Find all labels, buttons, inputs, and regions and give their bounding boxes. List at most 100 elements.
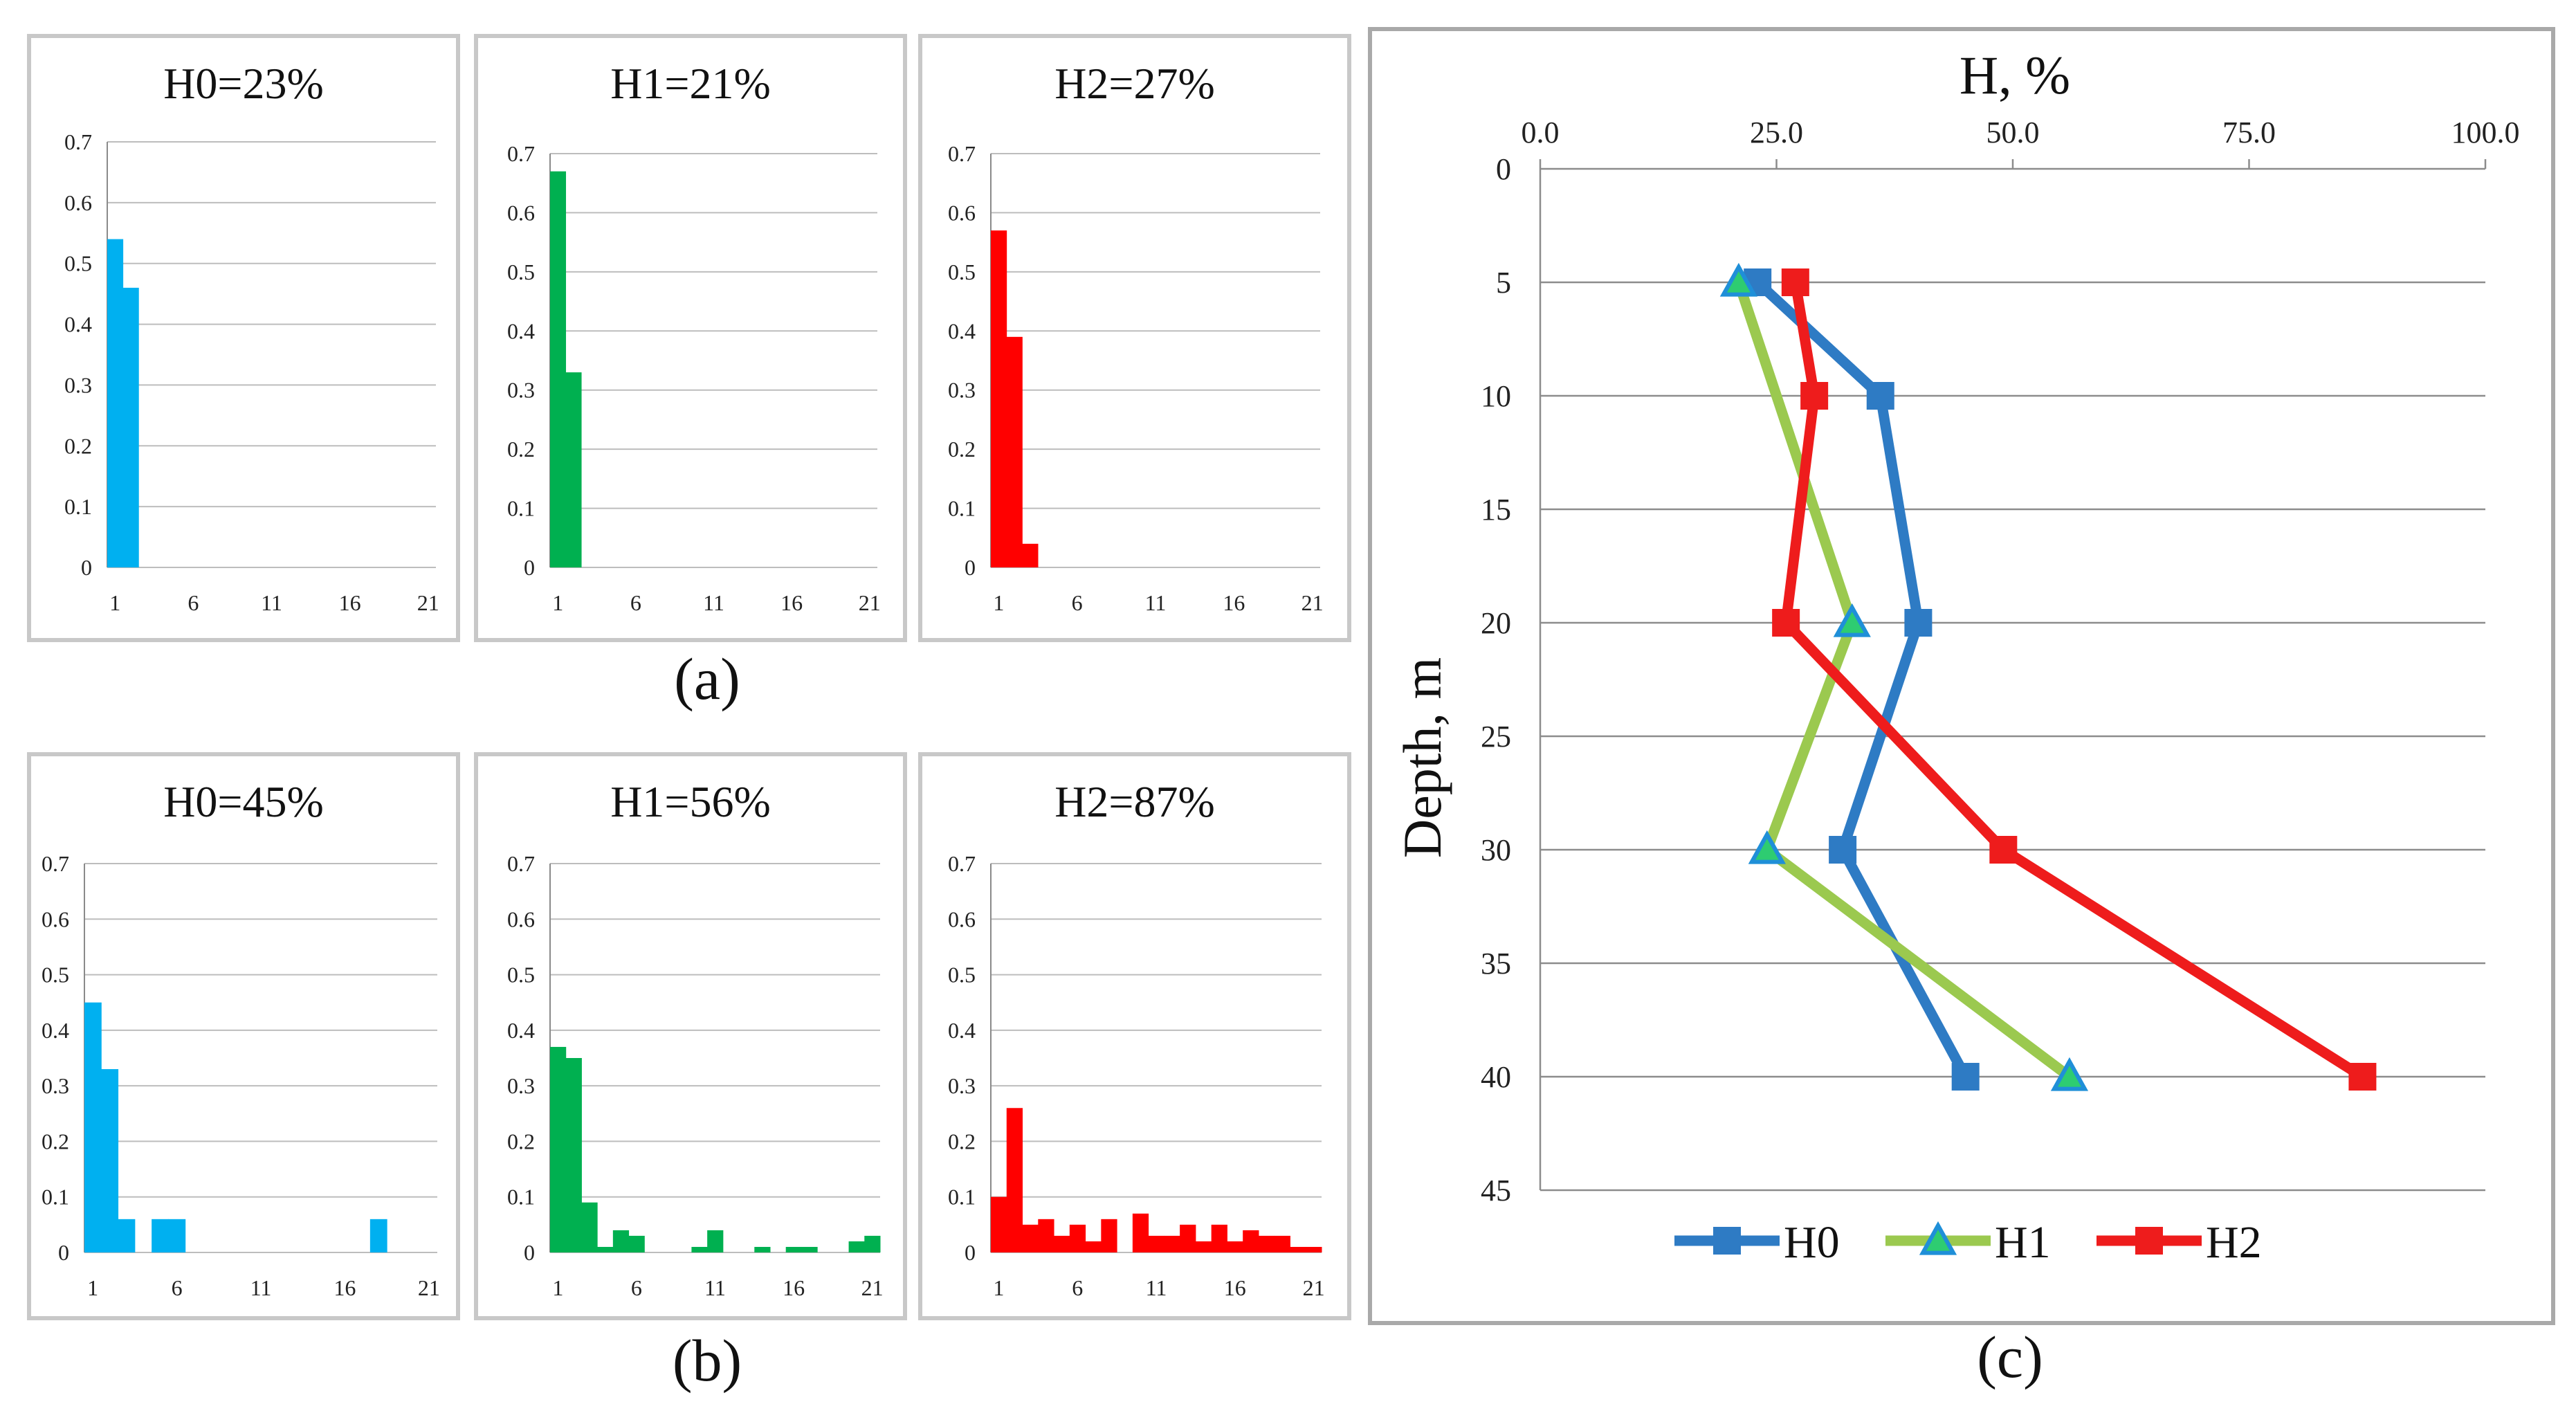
x-axis-title: H, % — [1960, 45, 2070, 105]
y-tick-label: 0.6 — [507, 906, 535, 931]
x-tick-label: 6 — [172, 1275, 183, 1300]
histogram-bar — [991, 230, 1007, 567]
data-point-H2 — [1800, 382, 1829, 410]
x-tick-label: 16 — [334, 1275, 356, 1300]
y-tick-label: 0.2 — [948, 437, 976, 462]
y-tick-label: 25 — [1481, 720, 1511, 754]
histogram-bar — [691, 1246, 708, 1252]
y-axis-title: Depth, m — [1392, 657, 1452, 858]
x-tick-label: 0.0 — [1522, 116, 1560, 149]
x-tick-label: 25.0 — [1750, 116, 1803, 149]
series-line-H1 — [1733, 277, 2075, 1082]
histogram-bar — [168, 1219, 186, 1252]
y-tick-label: 40 — [1481, 1060, 1511, 1094]
x-tick-label: 16 — [783, 1275, 805, 1300]
panel-label-a: (a) — [674, 646, 740, 712]
histogram-bar — [550, 171, 567, 568]
x-tick-label: 1 — [552, 590, 563, 615]
x-tick-label: 1 — [109, 590, 120, 615]
y-tick-label: 0.2 — [42, 1129, 69, 1154]
histogram-title: H0=45% — [163, 777, 324, 826]
x-tick-label: 1 — [993, 1275, 1004, 1300]
data-point-H0 — [1866, 382, 1894, 410]
y-tick-label: 0.1 — [507, 1185, 535, 1210]
histogram-a-2: H2=27%00.10.20.30.40.50.60.71 6 11 16 21 — [918, 34, 1351, 642]
histogram-bar — [1164, 1235, 1180, 1252]
y-tick-label: 0.5 — [507, 259, 535, 284]
data-point-H0 — [1951, 1063, 1980, 1091]
legend-marker — [1919, 1221, 1957, 1255]
histogram-bar — [1290, 1246, 1306, 1252]
y-tick-label: 0 — [524, 555, 535, 580]
x-tick-label: 75.0 — [2222, 116, 2276, 149]
histogram-bar — [1006, 336, 1023, 567]
histogram-bar — [785, 1246, 802, 1252]
y-tick-label: 0.1 — [507, 496, 535, 521]
x-tick-label: 21 — [859, 590, 881, 615]
histogram-bar — [565, 1058, 582, 1252]
y-tick-label: 0.5 — [948, 963, 976, 987]
legend-label: H1 — [1995, 1217, 2051, 1268]
histogram-bar — [107, 239, 124, 567]
x-tick-label: 11 — [250, 1275, 272, 1300]
y-tick-label: 0.6 — [64, 190, 92, 215]
depth-profile-panel: 0 5 10 15 20 25 30 35 40 45 0.0 25.0 50.0 75.0 100.0 H,… — [1368, 27, 2555, 1325]
histogram-bar — [1054, 1235, 1070, 1252]
data-point-H1 — [1748, 830, 1786, 864]
y-tick-label: 0.5 — [507, 963, 535, 987]
y-tick-label: 0.4 — [507, 1018, 535, 1043]
data-point-H2 — [1772, 609, 1800, 637]
line-chart-frame — [1368, 27, 2555, 1325]
histogram-bar — [1274, 1235, 1290, 1252]
y-tick-label: 0.3 — [64, 372, 92, 397]
x-tick-label: 21 — [417, 590, 439, 615]
y-tick-label: 0.6 — [42, 906, 69, 931]
x-tick-label: 16 — [1223, 590, 1245, 615]
x-tick-label: 11 — [1145, 590, 1167, 615]
y-tick-label: 0.1 — [948, 1185, 976, 1210]
histogram-bar — [1006, 1108, 1023, 1252]
histogram-bar — [848, 1241, 865, 1252]
histogram-bar — [1195, 1241, 1212, 1252]
y-tick-label: 35 — [1481, 947, 1511, 981]
y-tick-label: 0.4 — [64, 312, 92, 337]
x-tick-label: 50.0 — [1986, 116, 2040, 149]
y-tick-label: 0.3 — [507, 1073, 535, 1098]
legend-marker — [1713, 1227, 1741, 1255]
histogram-bar — [612, 1230, 630, 1252]
histogram-bar — [550, 1046, 567, 1252]
histogram-a-0: H0=23%00.10.20.30.40.50.60.71 6 11 16 21 — [27, 34, 460, 642]
panel-label-b: (b) — [673, 1327, 742, 1394]
y-tick-label: 0.6 — [507, 200, 535, 225]
histogram-bar — [1038, 1219, 1054, 1252]
y-tick-label: 0.7 — [42, 851, 69, 876]
histogram-bar — [1227, 1241, 1243, 1252]
series-H1 — [1719, 262, 2089, 1091]
histogram-bar — [1306, 1246, 1322, 1252]
data-point-H1 — [1833, 603, 1871, 637]
series-H2 — [1772, 268, 2377, 1091]
y-tick-label: 30 — [1481, 833, 1511, 867]
y-tick-label: 0.7 — [507, 851, 535, 876]
x-tick-label: 1 — [552, 1275, 563, 1300]
legend-item-H2: H2 — [2097, 1217, 2262, 1268]
y-tick-label: 15 — [1481, 493, 1511, 527]
x-tick-label: 1 — [87, 1275, 98, 1300]
y-tick-label: 0.3 — [948, 1073, 976, 1098]
histogram-bar — [864, 1235, 881, 1252]
histogram-frame — [474, 752, 907, 1320]
x-tick-label: 1 — [993, 590, 1004, 615]
y-tick-label: 0.7 — [507, 141, 535, 166]
histogram-title: H1=56% — [610, 777, 771, 826]
data-point-H1 — [1719, 262, 1757, 297]
data-point-H0 — [1829, 836, 1857, 864]
x-tick-label: 21 — [1303, 1275, 1325, 1300]
histogram-bar — [1211, 1224, 1227, 1252]
histogram-b-1: H1=56%00.10.20.30.40.50.60.71 6 11 16 21 — [474, 752, 907, 1320]
y-tick-label: 0.2 — [64, 433, 92, 458]
histogram-panels: H0=23%00.10.20.30.40.50.60.71 6 11 16 21H1=2… — [27, 34, 1351, 1320]
y-tick-label: 20 — [1481, 606, 1511, 640]
y-tick-label: 0.5 — [948, 259, 976, 284]
legend-marker — [2135, 1227, 2163, 1255]
x-tick-label: 11 — [704, 1275, 726, 1300]
